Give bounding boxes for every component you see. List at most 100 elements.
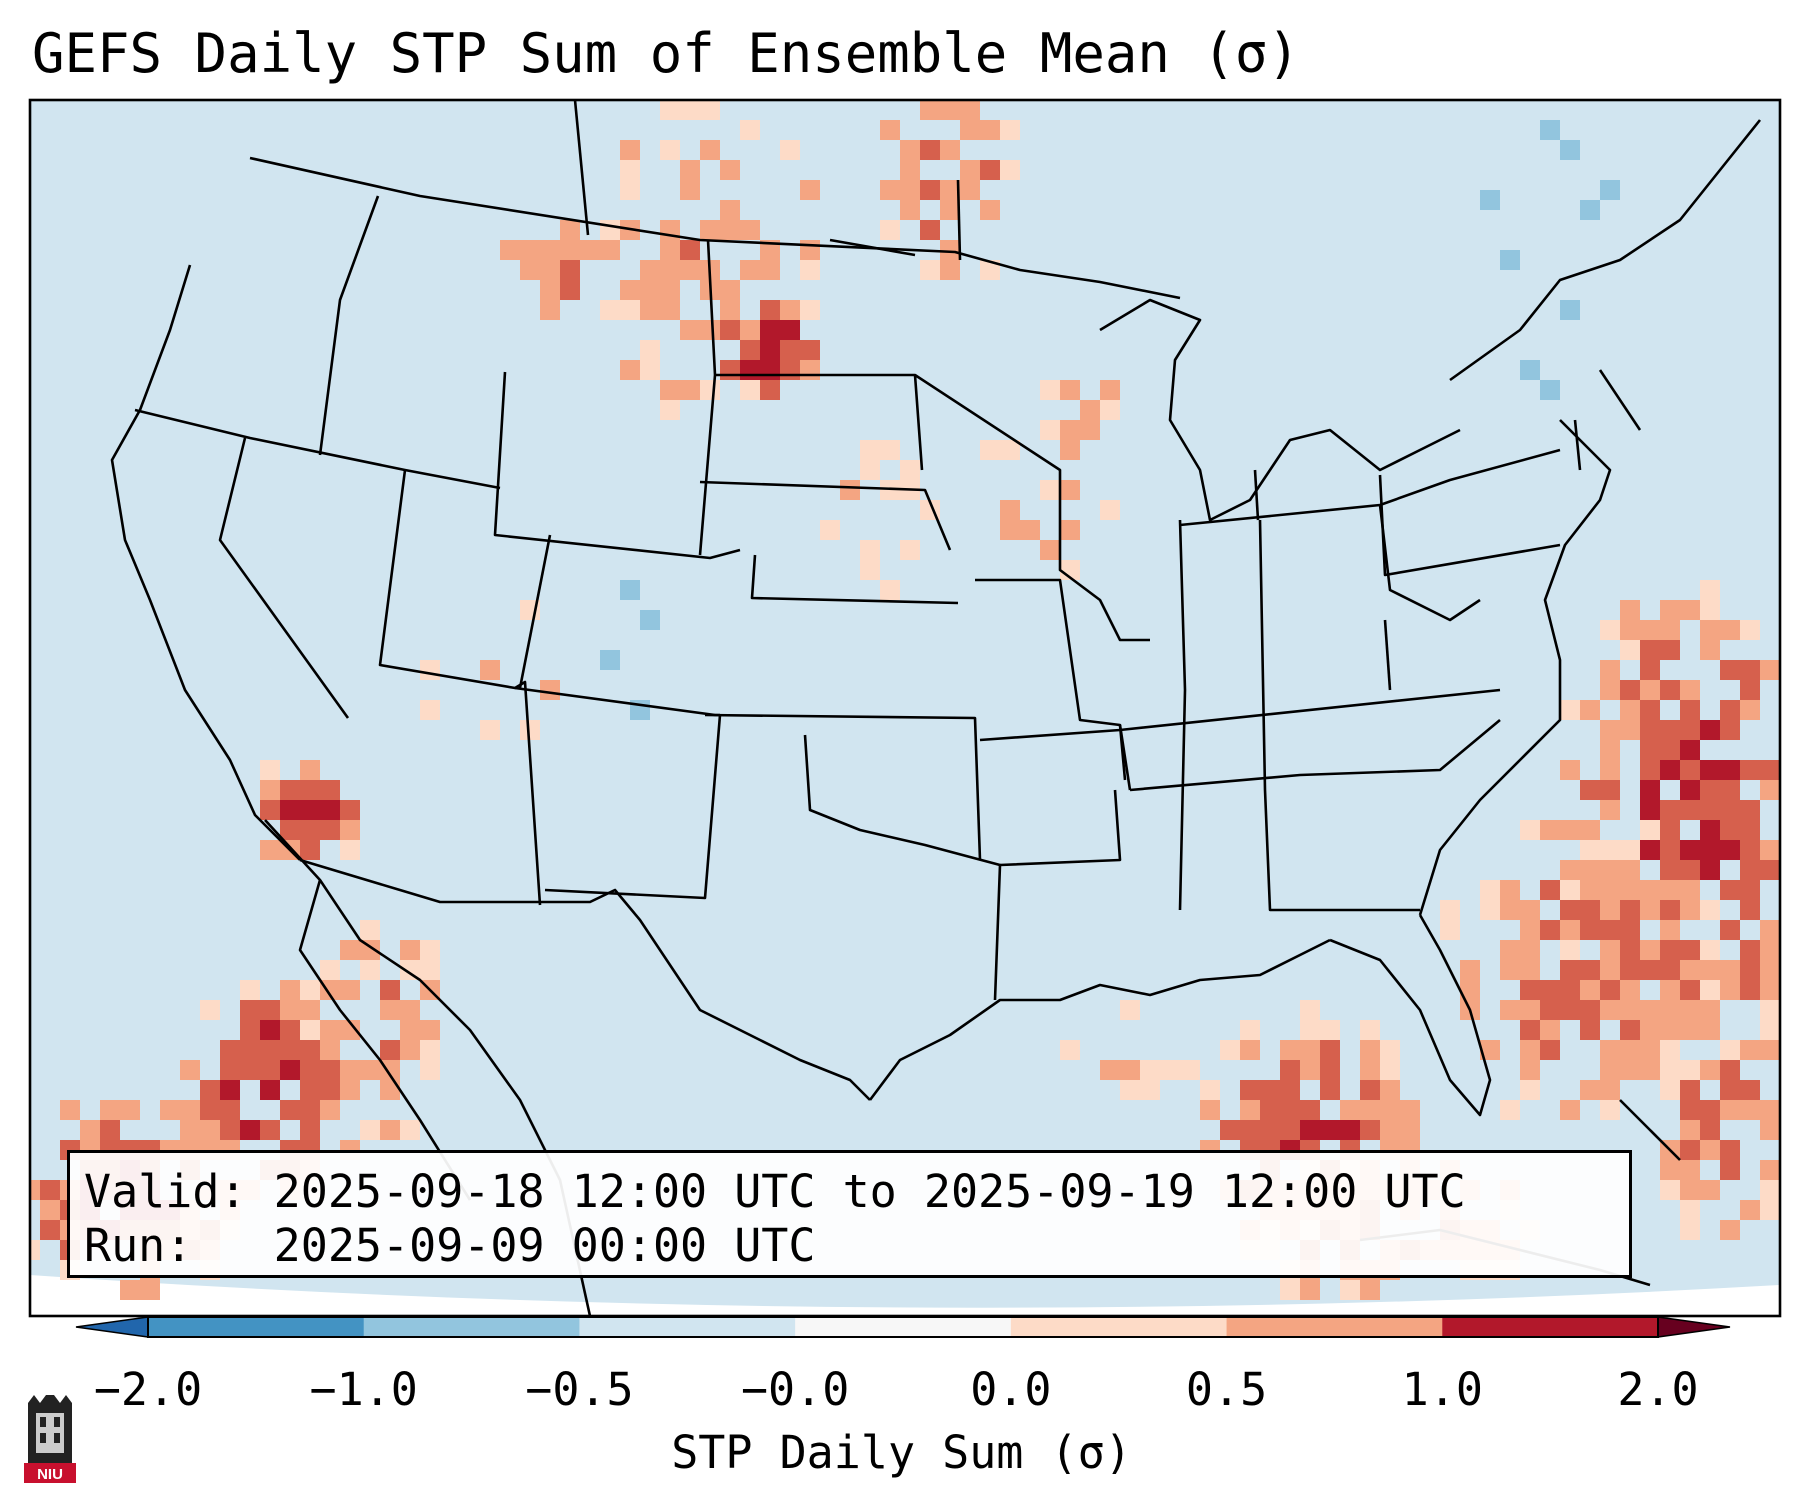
anomaly-cell: [1680, 940, 1700, 960]
anomaly-cell: [760, 360, 780, 380]
anomaly-cell: [900, 160, 920, 180]
anomaly-cell: [1620, 900, 1640, 920]
anomaly-cell: [280, 1000, 300, 1020]
anomaly-cell: [1700, 780, 1720, 800]
anomaly-cell: [1680, 680, 1700, 700]
anomaly-cell: [1180, 1060, 1200, 1080]
anomaly-cell: [1680, 1020, 1700, 1040]
anomaly-cell: [1700, 1000, 1720, 1020]
anomaly-cell: [980, 160, 1000, 180]
anomaly-cell: [240, 1020, 260, 1040]
anomaly-cell-negative: [1540, 380, 1560, 400]
anomaly-cell: [120, 1280, 140, 1300]
gulf-coast: [868, 938, 1331, 1101]
anomaly-cell: [1740, 700, 1760, 720]
anomaly-cell: [1040, 480, 1060, 500]
anomaly-cell: [320, 980, 340, 1000]
anomaly-cell: [1760, 1020, 1780, 1040]
anomaly-cell: [1440, 920, 1460, 940]
anomaly-cell: [1580, 700, 1600, 720]
anomaly-cell: [1340, 1100, 1360, 1120]
anomaly-cell: [1760, 940, 1780, 960]
anomaly-cell: [1700, 1020, 1720, 1040]
anomaly-cell: [1600, 800, 1620, 820]
anomaly-cell: [180, 1060, 200, 1080]
anomaly-cell: [1780, 920, 1800, 940]
anomaly-cell: [1780, 660, 1800, 680]
anomaly-cell: [1560, 1100, 1580, 1120]
anomaly-cell: [1520, 1080, 1540, 1100]
anomaly-cell: [1680, 880, 1700, 900]
anomaly-cell: [1720, 840, 1740, 860]
anomaly-cell: [1520, 920, 1540, 940]
anomaly-cell: [1680, 960, 1700, 980]
anomaly-cell: [1060, 440, 1080, 460]
west-coast: [110, 264, 301, 861]
anomaly-cell: [1580, 1020, 1600, 1040]
anomaly-cell: [1560, 860, 1580, 880]
anomaly-cell: [940, 240, 960, 260]
anomaly-cell: [1780, 960, 1800, 980]
anomaly-cell: [280, 1020, 300, 1040]
anomaly-cell: [940, 200, 960, 220]
anomaly-cell: [640, 260, 660, 280]
anomaly-cell: [1640, 660, 1660, 680]
anomaly-cell: [300, 780, 320, 800]
anomaly-cell: [820, 520, 840, 540]
anomaly-cell: [1660, 960, 1680, 980]
anomaly-cell-negative: [620, 580, 640, 600]
anomaly-cell: [1600, 1040, 1620, 1060]
anomaly-cell: [520, 720, 540, 740]
anomaly-cell: [1600, 980, 1620, 1000]
colorbar-tick: −0.0: [740, 1363, 850, 1416]
anomaly-cell: [1760, 780, 1780, 800]
anomaly-cell: [1540, 1020, 1560, 1040]
anomaly-cell: [1580, 1000, 1600, 1020]
anomaly-cell: [1680, 780, 1700, 800]
anomaly-cell-negative: [1560, 140, 1580, 160]
anomaly-cell: [420, 1020, 440, 1040]
anomaly-cell: [340, 940, 360, 960]
anomaly-cell: [380, 980, 400, 1000]
anomaly-cell: [340, 980, 360, 1000]
anomaly-cell: [640, 340, 660, 360]
anomaly-cell: [500, 240, 520, 260]
anomaly-cell: [400, 960, 420, 980]
anomaly-cell: [1660, 720, 1680, 740]
anomaly-cell: [1220, 1120, 1240, 1140]
anomaly-cell: [680, 100, 700, 120]
anomaly-cell: [680, 260, 700, 280]
anomaly-cell: [1380, 1100, 1400, 1120]
anomaly-cell: [1640, 1000, 1660, 1020]
anomaly-cell: [860, 560, 880, 580]
anomaly-cell: [1060, 380, 1080, 400]
anomaly-cell: [1120, 1000, 1140, 1020]
anomaly-cell: [1540, 1000, 1560, 1020]
anomaly-cell: [1680, 720, 1700, 740]
anomaly-cell: [1660, 740, 1680, 760]
anomaly-cell: [1680, 1100, 1700, 1120]
anomaly-cell: [1280, 1120, 1300, 1140]
anomaly-cell: [1680, 1000, 1700, 1020]
anomaly-cell: [960, 160, 980, 180]
anomaly-cell: [1680, 1160, 1700, 1180]
anomaly-cell: [1640, 1020, 1660, 1040]
anomaly-cell: [920, 100, 940, 120]
colorbar-block: [363, 1317, 580, 1337]
anomaly-cell: [1700, 1060, 1720, 1080]
anomaly-cell: [980, 200, 1000, 220]
anomaly-cell: [600, 220, 620, 240]
anomaly-cell: [1360, 1100, 1380, 1120]
anomaly-cell: [1160, 1060, 1180, 1080]
anomaly-cell: [1580, 840, 1600, 860]
anomaly-cell: [1300, 1100, 1320, 1120]
anomaly-cell: [1660, 840, 1680, 860]
anomaly-cell: [300, 1080, 320, 1100]
anomaly-cell: [1660, 800, 1680, 820]
anomaly-cell: [1640, 940, 1660, 960]
anomaly-cell: [1100, 500, 1120, 520]
anomaly-cell: [1300, 1120, 1320, 1140]
map-title: GEFS Daily STP Sum of Ensemble Mean (σ): [32, 22, 1300, 85]
anomaly-cell: [1600, 840, 1620, 860]
anomaly-cell: [1240, 1020, 1260, 1040]
